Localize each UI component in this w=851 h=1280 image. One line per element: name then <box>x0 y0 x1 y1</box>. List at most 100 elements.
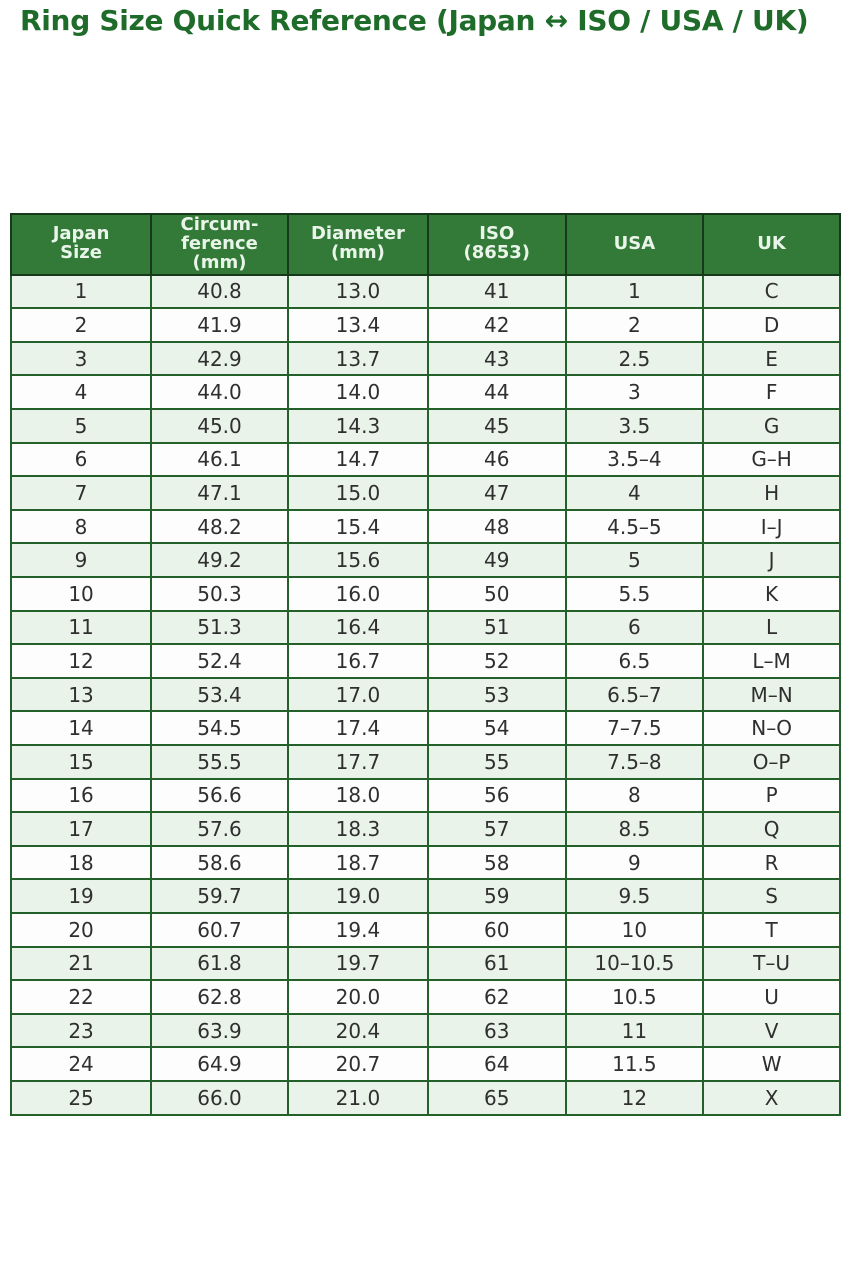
cell-diameter: 15.6 <box>286 542 429 579</box>
cell-uk: W <box>702 1046 841 1082</box>
cell-usa: 12 <box>564 1079 705 1116</box>
cell-circumference: 57.6 <box>150 811 289 847</box>
cell-diameter: 15.0 <box>286 475 429 511</box>
cell-diameter: 17.7 <box>286 743 429 780</box>
column-header-circumference: Circum- ference (mm) <box>150 213 289 276</box>
cell-japan-size: 24 <box>9 1046 153 1082</box>
cell-circumference: 60.7 <box>150 911 289 948</box>
cell-iso: 62 <box>426 979 567 1015</box>
cell-diameter: 14.3 <box>286 408 429 444</box>
cell-usa: 9.5 <box>564 878 705 914</box>
cell-iso: 61 <box>426 945 567 982</box>
cell-iso: 42 <box>426 307 567 343</box>
cell-iso: 58 <box>426 844 567 881</box>
cell-iso: 64 <box>426 1046 567 1082</box>
table-row: 12 52.4 16.7 52 6.5 L–M <box>9 643 841 679</box>
column-header-iso: ISO (8653) <box>426 213 567 276</box>
table-body: 1 40.8 13.0 41 1 C 2 41.9 13.4 42 2 D 3 42.9 13.7 43 2.5… <box>9 273 841 1116</box>
cell-circumference: 62.8 <box>150 979 289 1015</box>
table-row: 21 61.8 19.7 61 10–10.5 T–U <box>9 945 841 982</box>
cell-iso: 51 <box>426 609 567 646</box>
cell-usa: 7.5–8 <box>564 743 705 780</box>
cell-usa: 2.5 <box>564 340 705 377</box>
cell-uk: R <box>702 844 841 881</box>
cell-usa: 8 <box>564 777 705 814</box>
cell-japan-size: 23 <box>9 1012 153 1049</box>
cell-uk: C <box>702 273 841 310</box>
cell-iso: 56 <box>426 777 567 814</box>
table-row: 5 45.0 14.3 45 3.5 G <box>9 408 841 444</box>
table-row: 16 56.6 18.0 56 8 P <box>9 777 841 814</box>
cell-diameter: 20.0 <box>286 979 429 1015</box>
cell-usa: 11 <box>564 1012 705 1049</box>
cell-japan-size: 17 <box>9 811 153 847</box>
cell-uk: V <box>702 1012 841 1049</box>
cell-usa: 10–10.5 <box>564 945 705 982</box>
cell-circumference: 61.8 <box>150 945 289 982</box>
cell-usa: 3 <box>564 374 705 411</box>
page-title: Ring Size Quick Reference (Japan ↔ ISO /… <box>20 4 809 37</box>
cell-circumference: 52.4 <box>150 643 289 679</box>
cell-iso: 52 <box>426 643 567 679</box>
cell-uk: Q <box>702 811 841 847</box>
cell-japan-size: 5 <box>9 408 153 444</box>
cell-diameter: 16.4 <box>286 609 429 646</box>
cell-diameter: 15.4 <box>286 508 429 545</box>
cell-usa: 10.5 <box>564 979 705 1015</box>
column-header-diameter: Diameter (mm) <box>286 213 429 276</box>
table-row: 9 49.2 15.6 49 5 J <box>9 542 841 579</box>
cell-uk: I–J <box>702 508 841 545</box>
cell-circumference: 44.0 <box>150 374 289 411</box>
cell-circumference: 59.7 <box>150 878 289 914</box>
cell-uk: G <box>702 408 841 444</box>
cell-iso: 46 <box>426 441 567 478</box>
cell-iso: 53 <box>426 676 567 713</box>
cell-usa: 3.5–4 <box>564 441 705 478</box>
cell-uk: X <box>702 1079 841 1116</box>
cell-iso: 55 <box>426 743 567 780</box>
table-row: 14 54.5 17.4 54 7–7.5 N–O <box>9 710 841 746</box>
cell-japan-size: 21 <box>9 945 153 982</box>
table-row: 10 50.3 16.0 50 5.5 K <box>9 576 841 612</box>
table-row: 15 55.5 17.7 55 7.5–8 O–P <box>9 743 841 780</box>
cell-diameter: 13.0 <box>286 273 429 310</box>
cell-uk: S <box>702 878 841 914</box>
cell-usa: 5.5 <box>564 576 705 612</box>
cell-iso: 44 <box>426 374 567 411</box>
cell-circumference: 50.3 <box>150 576 289 612</box>
table-row: 3 42.9 13.7 43 2.5 E <box>9 340 841 377</box>
table-row: 4 44.0 14.0 44 3 F <box>9 374 841 411</box>
cell-japan-size: 7 <box>9 475 153 511</box>
cell-uk: U <box>702 979 841 1015</box>
table-row: 11 51.3 16.4 51 6 L <box>9 609 841 646</box>
cell-uk: G–H <box>702 441 841 478</box>
cell-iso: 43 <box>426 340 567 377</box>
cell-usa: 6.5 <box>564 643 705 679</box>
header-row: Japan Size Circum- ference (mm) Diameter… <box>9 213 841 276</box>
cell-japan-size: 12 <box>9 643 153 679</box>
cell-japan-size: 15 <box>9 743 153 780</box>
table-row: 8 48.2 15.4 48 4.5–5 I–J <box>9 508 841 545</box>
table-row: 1 40.8 13.0 41 1 C <box>9 273 841 310</box>
cell-circumference: 47.1 <box>150 475 289 511</box>
cell-japan-size: 3 <box>9 340 153 377</box>
cell-usa: 4 <box>564 475 705 511</box>
cell-diameter: 14.7 <box>286 441 429 478</box>
cell-uk: L–M <box>702 643 841 679</box>
cell-circumference: 49.2 <box>150 542 289 579</box>
cell-japan-size: 11 <box>9 609 153 646</box>
table-row: 22 62.8 20.0 62 10.5 U <box>9 979 841 1015</box>
cell-usa: 2 <box>564 307 705 343</box>
cell-japan-size: 25 <box>9 1079 153 1116</box>
cell-usa: 11.5 <box>564 1046 705 1082</box>
cell-japan-size: 10 <box>9 576 153 612</box>
cell-diameter: 18.0 <box>286 777 429 814</box>
cell-diameter: 17.4 <box>286 710 429 746</box>
table-row: 20 60.7 19.4 60 10 T <box>9 911 841 948</box>
cell-usa: 4.5–5 <box>564 508 705 545</box>
cell-japan-size: 4 <box>9 374 153 411</box>
cell-iso: 49 <box>426 542 567 579</box>
column-header-japan-size: Japan Size <box>9 213 153 276</box>
cell-usa: 8.5 <box>564 811 705 847</box>
